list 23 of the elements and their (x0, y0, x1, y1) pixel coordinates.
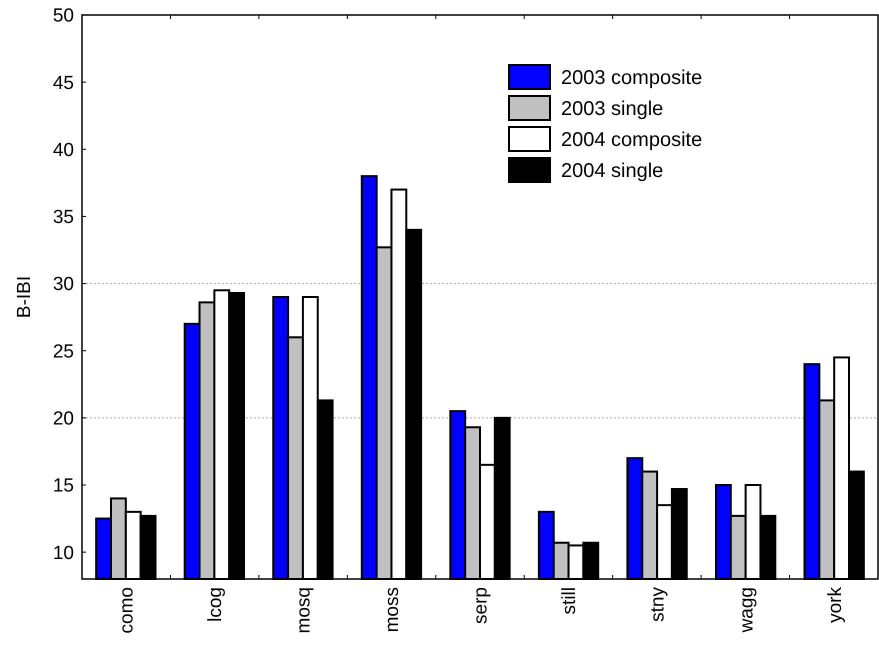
y-tick-label: 40 (52, 140, 74, 161)
y-tick-label: 30 (52, 274, 74, 296)
y-tick-label: 50 (52, 6, 74, 27)
x-tick-label: serp (470, 587, 492, 624)
x-tick-label: moss (382, 587, 404, 632)
y-axis-title: B-IBI (14, 276, 35, 318)
x-tick-label: stny (648, 586, 669, 622)
x-tick-label: still (559, 587, 580, 614)
x-tick-label: york (824, 586, 846, 623)
legend-label: 2004 composite (561, 129, 702, 151)
y-tick-label: 10 (52, 542, 74, 564)
legend-label: 2004 single (561, 160, 664, 182)
y-tick-label: 15 (52, 476, 74, 497)
x-tick-label: mosq (294, 587, 315, 634)
y-tick-label: 45 (52, 72, 74, 94)
y-tick-label: 20 (52, 408, 74, 430)
x-tick-label: lcog (205, 587, 226, 622)
y-tick-label: 35 (52, 207, 74, 228)
x-tick-label: wagg (736, 587, 758, 634)
legend-label: 2003 single (561, 98, 664, 120)
legend-label: 2003 composite (561, 67, 702, 89)
x-tick-label: como (116, 587, 138, 634)
y-tick-label: 25 (52, 341, 74, 362)
